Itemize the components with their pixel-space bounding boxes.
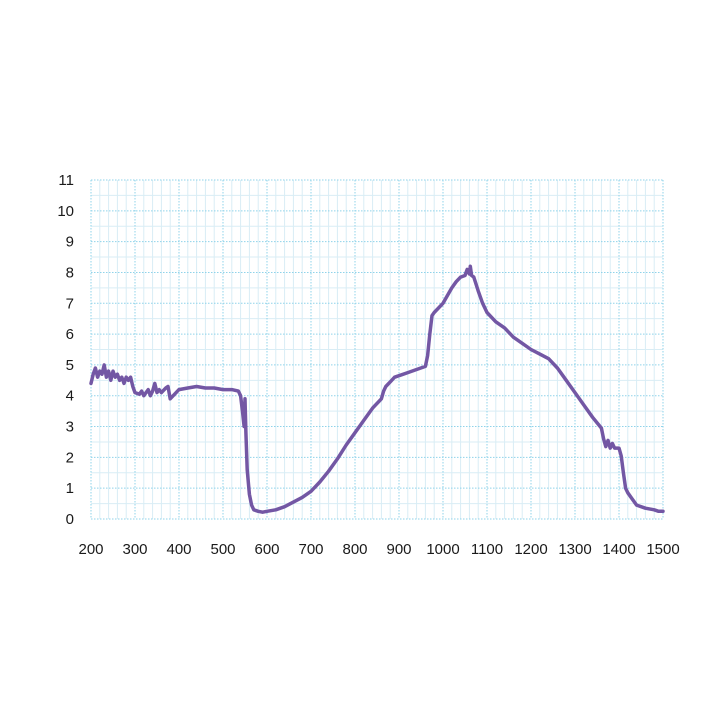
x-tick-label: 500 [210, 541, 235, 558]
x-tick-label: 400 [166, 541, 191, 558]
x-tick-label: 1200 [514, 541, 547, 558]
y-tick-label: 11 [58, 172, 74, 189]
x-tick-label: 1100 [471, 541, 503, 558]
y-tick-label: 0 [66, 511, 74, 528]
x-tick-label: 1500 [646, 541, 679, 558]
y-tick-label: 4 [66, 388, 74, 405]
x-tick-label: 1300 [558, 541, 591, 558]
y-tick-label: 8 [66, 264, 74, 281]
series-line [89, 264, 665, 514]
y-axis-tick-labels: 0 1 2 3 4 5 6 7 8 9 10 11 [57, 172, 74, 528]
x-tick-label: 200 [78, 541, 103, 558]
x-tick-label: 700 [298, 541, 323, 558]
y-tick-label: 1 [66, 480, 74, 497]
x-tick-label: 1000 [426, 541, 459, 558]
x-tick-label: 600 [254, 541, 279, 558]
y-tick-label: 10 [57, 203, 74, 220]
y-tick-label: 7 [66, 295, 74, 312]
y-tick-label: 9 [66, 234, 74, 251]
y-tick-label: 6 [66, 326, 74, 343]
x-tick-label: 1400 [602, 541, 635, 558]
x-axis-tick-labels: 200 300 400 500 600 700 800 900 1000 1100 1200 1300… [78, 541, 679, 558]
grid [90, 179, 664, 520]
x-tick-label: 900 [386, 541, 411, 558]
y-tick-label: 5 [66, 357, 74, 374]
y-tick-label: 2 [66, 449, 74, 466]
y-tick-label: 3 [66, 419, 74, 436]
x-tick-label: 300 [122, 541, 147, 558]
series-layer [89, 264, 665, 514]
x-tick-label: 800 [342, 541, 367, 558]
